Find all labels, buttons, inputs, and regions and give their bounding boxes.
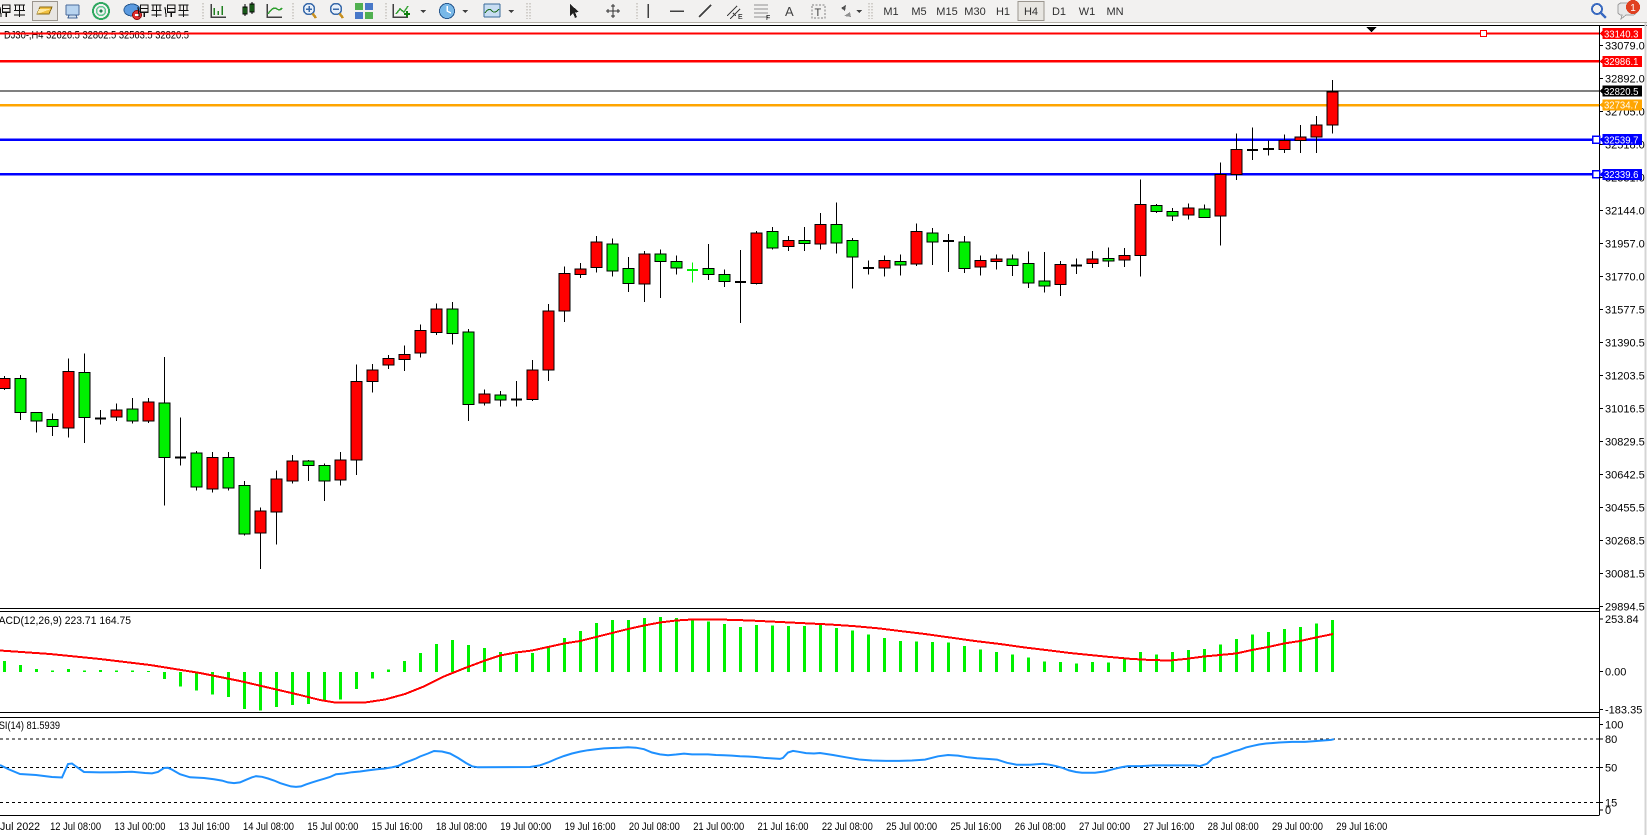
svg-text:DJ30-,H4 32626.5 32802.5 3256: DJ30-,H4 32626.5 32802.5 32563.5 32820.5 [4,30,189,42]
svg-text:15: 15 [1605,798,1617,810]
svg-text:31957.0: 31957.0 [1605,239,1645,251]
svg-text:0: 0 [1605,805,1611,817]
svg-text:31016.5: 31016.5 [1605,404,1645,416]
svg-text:30455.5: 30455.5 [1605,503,1645,515]
svg-text:E: E [738,14,743,21]
svg-text:13 Jul 00:00: 13 Jul 00:00 [114,821,165,833]
svg-text:MACD(12,26,9) 223.71 164.75: MACD(12,26,9) 223.71 164.75 [0,615,131,627]
svg-text:27 Jul 16:00: 27 Jul 16:00 [1143,821,1194,833]
svg-text:13 Jul 16:00: 13 Jul 16:00 [179,821,230,833]
svg-text:30268.5: 30268.5 [1605,536,1645,548]
svg-text:31390.5: 31390.5 [1605,338,1645,350]
svg-text:30829.5: 30829.5 [1605,437,1645,449]
svg-text:21 Jul 00:00: 21 Jul 00:00 [693,821,744,833]
svg-text:RSI(14) 81.5939: RSI(14) 81.5939 [0,720,60,732]
svg-text:33140.3: 33140.3 [1604,28,1639,40]
svg-text:100: 100 [1605,720,1623,732]
svg-text:D1: D1 [1052,6,1066,18]
svg-text:A: A [785,4,794,19]
svg-text:31203.5: 31203.5 [1605,371,1645,383]
svg-text:29894.5: 29894.5 [1605,602,1645,614]
svg-text:H4: H4 [1024,6,1038,18]
svg-text:11 Jul 2022: 11 Jul 2022 [0,821,40,833]
svg-text:80: 80 [1605,734,1617,746]
svg-text:15 Jul 00:00: 15 Jul 00:00 [307,821,358,833]
svg-text:253.84: 253.84 [1605,614,1639,626]
svg-text:30081.5: 30081.5 [1605,569,1645,581]
svg-text:33079.0: 33079.0 [1605,41,1645,53]
svg-text:M15: M15 [936,6,957,18]
svg-text:32144.0: 32144.0 [1605,206,1645,218]
svg-text:31770.0: 31770.0 [1605,272,1645,284]
svg-text:1: 1 [1630,3,1636,14]
svg-text:29 Jul 16:00: 29 Jul 16:00 [1336,821,1387,833]
svg-text:20 Jul 08:00: 20 Jul 08:00 [629,821,680,833]
svg-text:18 Jul 08:00: 18 Jul 08:00 [436,821,487,833]
svg-text:14 Jul 08:00: 14 Jul 08:00 [243,821,294,833]
svg-text:0.00: 0.00 [1605,667,1626,679]
svg-text:15 Jul 16:00: 15 Jul 16:00 [372,821,423,833]
svg-text:25 Jul 16:00: 25 Jul 16:00 [950,821,1001,833]
svg-text:32734.7: 32734.7 [1604,100,1639,112]
svg-text:T: T [815,7,822,19]
svg-text:30642.5: 30642.5 [1605,470,1645,482]
svg-text:32820.5: 32820.5 [1604,86,1639,98]
svg-text:M5: M5 [911,6,926,18]
svg-text:W1: W1 [1079,6,1096,18]
svg-text:26 Jul 08:00: 26 Jul 08:00 [1015,821,1066,833]
svg-text:31577.5: 31577.5 [1605,305,1645,317]
svg-text:F: F [766,15,770,22]
svg-text:H1: H1 [996,6,1010,18]
svg-text:50: 50 [1605,763,1617,775]
svg-text:19 Jul 00:00: 19 Jul 00:00 [500,821,551,833]
svg-text:32339.6: 32339.6 [1604,169,1639,181]
svg-text:M1: M1 [883,6,898,18]
svg-text:32892.0: 32892.0 [1605,74,1645,86]
svg-text:32986.1: 32986.1 [1604,56,1639,68]
svg-text:M30: M30 [964,6,985,18]
svg-text:19 Jul 16:00: 19 Jul 16:00 [565,821,616,833]
svg-text:22 Jul 08:00: 22 Jul 08:00 [822,821,873,833]
svg-text:-183.35: -183.35 [1605,705,1642,717]
svg-text:28 Jul 08:00: 28 Jul 08:00 [1208,821,1259,833]
svg-text:32539.7: 32539.7 [1604,135,1639,147]
svg-text:27 Jul 00:00: 27 Jul 00:00 [1079,821,1130,833]
svg-text:12 Jul 08:00: 12 Jul 08:00 [50,821,101,833]
svg-text:25 Jul 00:00: 25 Jul 00:00 [886,821,937,833]
svg-text:MN: MN [1106,6,1123,18]
svg-text:29 Jul 00:00: 29 Jul 00:00 [1272,821,1323,833]
svg-text:21 Jul 16:00: 21 Jul 16:00 [758,821,809,833]
